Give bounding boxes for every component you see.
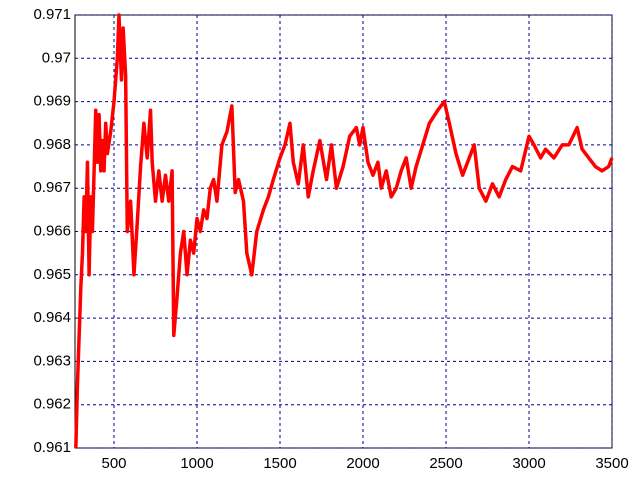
y-tick-label: 0.963 xyxy=(33,352,71,369)
x-tick-label: 3000 xyxy=(512,455,545,472)
y-tick-label: 0.967 xyxy=(33,179,71,196)
y-tick-label: 0.97 xyxy=(42,49,71,66)
x-tick-label: 2000 xyxy=(346,455,379,472)
y-tick-label: 0.966 xyxy=(33,222,71,239)
data-line xyxy=(74,13,614,449)
y-tick-label: 0.971 xyxy=(33,6,71,23)
y-tick-label: 0.968 xyxy=(33,136,71,153)
y-tick-label: 0.965 xyxy=(33,266,71,283)
x-tick-label: 2500 xyxy=(429,455,462,472)
x-tick-label: 1500 xyxy=(263,455,296,472)
x-tick-label: 1000 xyxy=(180,455,213,472)
x-tick-label: 3500 xyxy=(595,455,628,472)
plot-area xyxy=(74,14,613,449)
x-tick-label: 500 xyxy=(101,455,126,472)
y-tick-label: 0.969 xyxy=(33,93,71,110)
y-tick-label: 0.962 xyxy=(33,396,71,413)
y-tick-label: 0.961 xyxy=(33,439,71,456)
y-tick-label: 0.964 xyxy=(33,309,71,326)
